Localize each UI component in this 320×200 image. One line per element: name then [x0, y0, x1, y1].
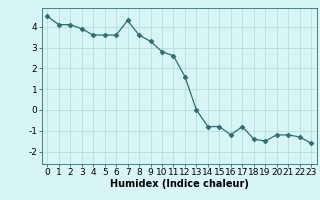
X-axis label: Humidex (Indice chaleur): Humidex (Indice chaleur)	[110, 179, 249, 189]
